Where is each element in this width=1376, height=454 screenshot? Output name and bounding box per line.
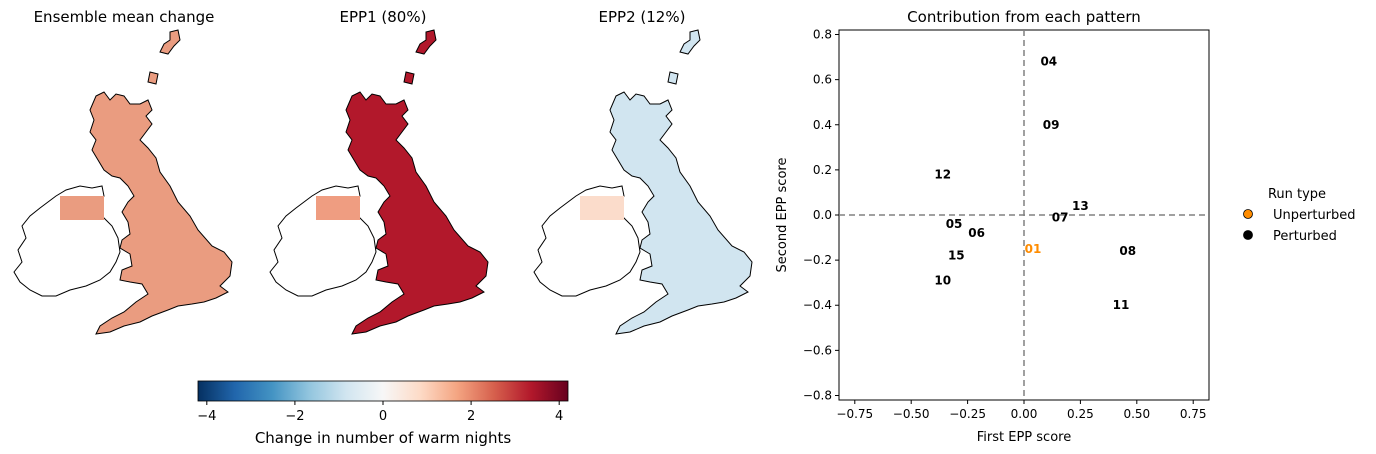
great-britain-field	[609, 29, 753, 335]
point-label-11: 11	[1113, 298, 1130, 312]
map-panel-epp1: EPP1 (80%)	[269, 8, 489, 335]
y-axis-label: Second EPP score	[775, 158, 790, 273]
uk-ireland-map	[13, 29, 233, 335]
colorbar-tick-label: −2	[285, 409, 304, 424]
reference-lines	[839, 30, 1209, 400]
colorbar-ticks: −4 −2 0 2 4	[197, 401, 563, 424]
y-axis-ticks: −0.8 −0.6 −0.4 −0.2 0.0 0.2 0.4 0.6 0.8	[803, 28, 839, 402]
x-axis-label: First EPP score	[977, 430, 1071, 445]
map-title: EPP1 (80%)	[340, 8, 427, 26]
colorbar-tick-label: −4	[197, 409, 216, 424]
x-axis-ticks: −0.75 −0.50 −0.25 0.00 0.25 0.50 0.75	[836, 400, 1207, 421]
colorbar-tick-label: 4	[555, 409, 563, 424]
colorbar-gradient	[197, 380, 569, 402]
y-tick-label: −0.2	[803, 253, 832, 267]
great-britain-field	[89, 29, 233, 335]
legend-label: Perturbed	[1273, 229, 1337, 244]
colorbar-label: Change in number of warm nights	[255, 429, 512, 447]
y-tick-label: 0.8	[813, 28, 832, 42]
y-tick-label: 0.6	[813, 73, 832, 87]
legend-marker	[1243, 230, 1253, 240]
y-tick-label: 0.2	[813, 163, 832, 177]
x-tick-label: 0.75	[1180, 407, 1207, 421]
x-tick-label: −0.75	[836, 407, 873, 421]
point-label-09: 09	[1043, 118, 1060, 132]
uk-ireland-map	[533, 29, 753, 335]
y-tick-label: −0.6	[803, 343, 832, 357]
point-label-12: 12	[934, 167, 951, 181]
point-label-01: 01	[1025, 242, 1042, 256]
x-tick-label: 0.25	[1067, 407, 1094, 421]
legend-marker	[1243, 209, 1253, 219]
chart-title: Contribution from each pattern	[907, 8, 1141, 26]
x-tick-label: 0.00	[1011, 407, 1038, 421]
uk-ireland-map	[269, 29, 489, 335]
great-britain-field	[345, 29, 489, 335]
colorbar-tick-label: 2	[467, 409, 475, 424]
map-title: Ensemble mean change	[34, 8, 215, 26]
colorbar-tick-label: 0	[379, 409, 387, 424]
y-tick-label: 0.0	[813, 208, 832, 222]
point-label-08: 08	[1119, 244, 1136, 258]
legend-label: Unperturbed	[1273, 208, 1356, 223]
y-tick-label: 0.4	[813, 118, 832, 132]
map-panels: Ensemble mean change EPP1 (80%) EPP2 (12…	[13, 8, 753, 335]
point-label-04: 04	[1040, 55, 1057, 69]
legend: Run type Unperturbed Perturbed	[1243, 187, 1356, 244]
map-title: EPP2 (12%)	[599, 8, 686, 26]
northern-ireland-field	[316, 196, 360, 220]
colorbar: −4 −2 0 2 4 Change in number of warm nights	[197, 380, 569, 447]
x-tick-label: 0.50	[1123, 407, 1150, 421]
point-label-07: 07	[1052, 210, 1069, 224]
point-label-05: 05	[946, 217, 963, 231]
legend-title: Run type	[1268, 187, 1326, 202]
point-label-10: 10	[934, 273, 951, 287]
map-panel-epp2: EPP2 (12%)	[533, 8, 753, 335]
map-panel-ensemble-mean: Ensemble mean change	[13, 8, 233, 335]
point-label-06: 06	[968, 226, 985, 240]
y-tick-label: −0.4	[803, 298, 832, 312]
y-tick-label: −0.8	[803, 388, 832, 402]
legend-entries: Unperturbed Perturbed	[1243, 208, 1356, 244]
northern-ireland-field	[60, 196, 104, 220]
point-label-13: 13	[1072, 199, 1089, 213]
data-points: 01 04 05 06 07 08 09 10 11 12 13 15	[934, 55, 1136, 313]
northern-ireland-field	[580, 196, 624, 220]
x-tick-label: −0.25	[949, 407, 986, 421]
x-tick-label: −0.50	[893, 407, 930, 421]
scatter-chart: Contribution from each pattern −0.75 −0.5…	[775, 8, 1210, 445]
point-label-15: 15	[948, 249, 965, 263]
